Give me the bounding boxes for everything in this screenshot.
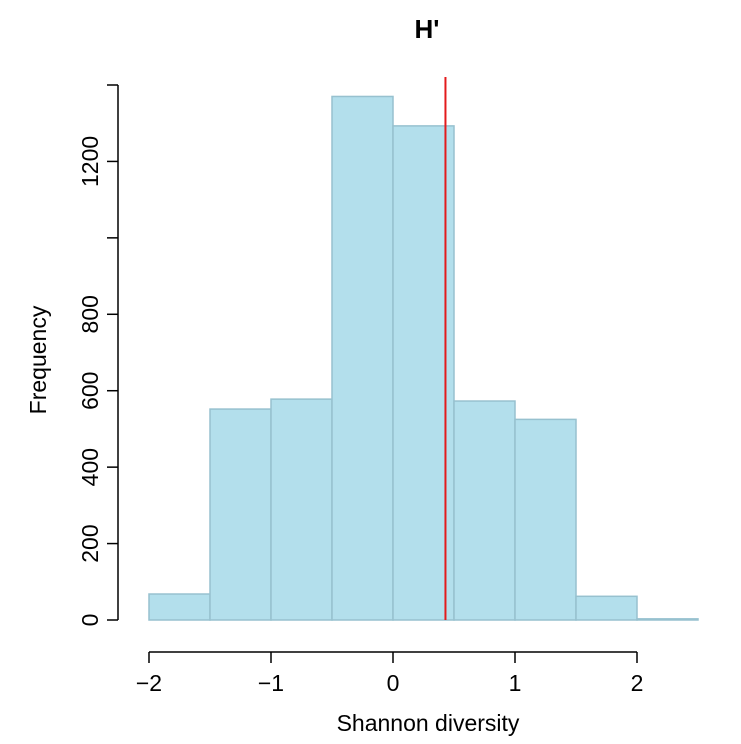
x-tick-label: −1 <box>258 670 284 696</box>
histogram-bar <box>148 593 211 621</box>
y-tick-label: 400 <box>77 448 103 486</box>
histogram-bar <box>453 400 516 621</box>
histogram-bar <box>331 95 394 621</box>
y-tick-label: 200 <box>77 524 103 562</box>
histogram-bar <box>209 408 272 621</box>
histogram-bar <box>392 125 455 621</box>
y-tick-label: 1200 <box>77 136 103 187</box>
x-axis-label: Shannon diversity <box>337 710 520 736</box>
x-axis: −2 −1 0 1 2 <box>136 651 644 696</box>
y-tick-label: 0 <box>77 614 103 627</box>
y-tick-label: 800 <box>77 295 103 333</box>
histogram-bar <box>636 618 699 621</box>
chart-title: H' <box>415 14 440 44</box>
bars-layer <box>148 95 699 621</box>
y-axis: 0 200 400 600 800 1200 <box>77 84 119 627</box>
histogram-bar <box>514 418 577 621</box>
x-tick-label: 2 <box>631 670 644 696</box>
x-tick-label: 1 <box>509 670 522 696</box>
y-axis-label: Frequency <box>25 305 51 414</box>
x-tick-label: 0 <box>387 670 400 696</box>
histogram-bar <box>575 595 638 621</box>
histogram-bar <box>270 398 333 621</box>
x-tick-label: −2 <box>136 670 162 696</box>
y-tick-label: 600 <box>77 372 103 410</box>
